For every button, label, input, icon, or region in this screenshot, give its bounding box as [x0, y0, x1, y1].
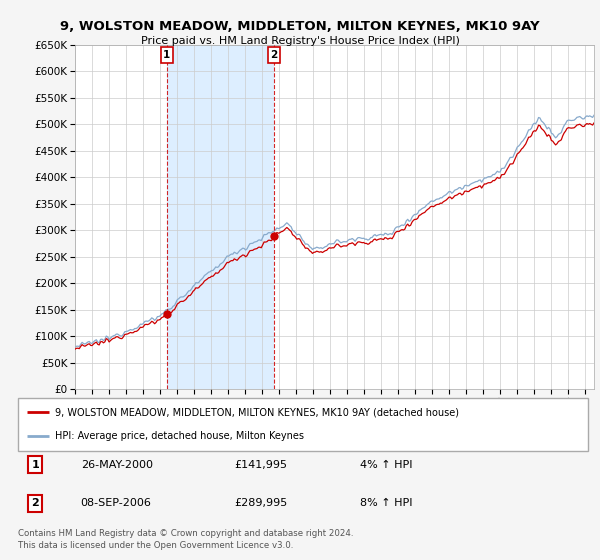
Text: £141,995: £141,995 [235, 460, 287, 470]
Text: Contains HM Land Registry data © Crown copyright and database right 2024.
This d: Contains HM Land Registry data © Crown c… [18, 529, 353, 550]
Text: £289,995: £289,995 [235, 498, 288, 508]
Text: 9, WOLSTON MEADOW, MIDDLETON, MILTON KEYNES, MK10 9AY: 9, WOLSTON MEADOW, MIDDLETON, MILTON KEY… [60, 20, 540, 32]
Text: 9, WOLSTON MEADOW, MIDDLETON, MILTON KEYNES, MK10 9AY (detached house): 9, WOLSTON MEADOW, MIDDLETON, MILTON KEY… [55, 408, 459, 418]
Text: 1: 1 [31, 460, 39, 470]
Bar [167, 45, 274, 389]
Text: 2: 2 [31, 498, 39, 508]
Text: Price paid vs. HM Land Registry's House Price Index (HPI): Price paid vs. HM Land Registry's House … [140, 36, 460, 46]
FancyBboxPatch shape [18, 398, 588, 451]
Text: 08-SEP-2006: 08-SEP-2006 [80, 498, 152, 508]
Text: 1: 1 [163, 50, 170, 60]
Text: 26-MAY-2000: 26-MAY-2000 [80, 460, 152, 470]
Text: HPI: Average price, detached house, Milton Keynes: HPI: Average price, detached house, Milt… [55, 431, 304, 441]
Text: 4% ↑ HPI: 4% ↑ HPI [360, 460, 413, 470]
Text: 2: 2 [270, 50, 278, 60]
Text: 8% ↑ HPI: 8% ↑ HPI [360, 498, 413, 508]
